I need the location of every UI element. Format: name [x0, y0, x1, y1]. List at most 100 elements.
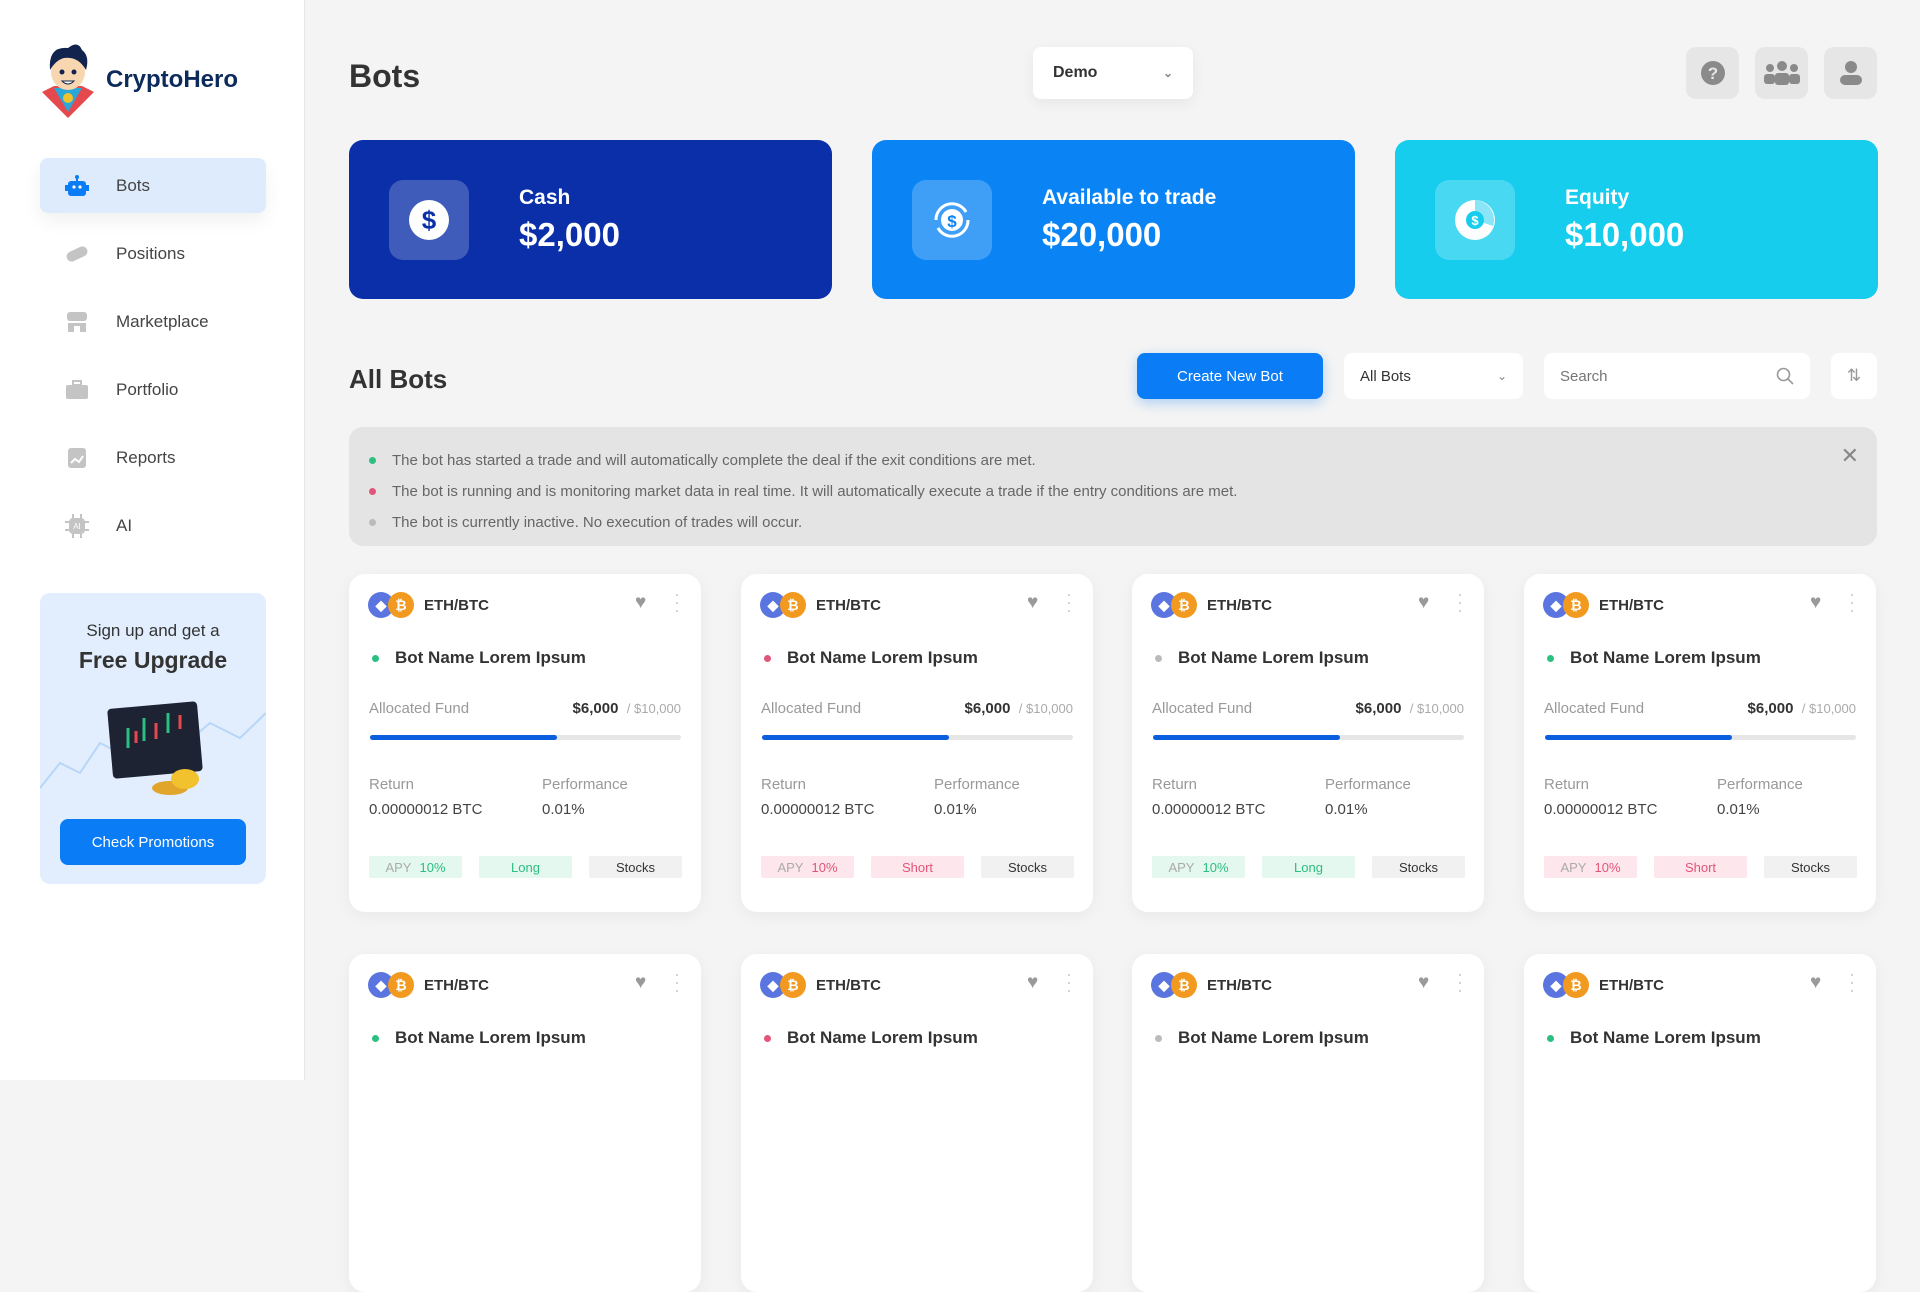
bot-name-text: Bot Name Lorem Ipsum [1178, 1028, 1369, 1047]
bot-card[interactable]: ◆ ₿ ETH/BTC ♥ · · · Bot Name Lorem Ipsum [741, 954, 1093, 1292]
bot-name: Bot Name Lorem Ipsum [764, 1028, 978, 1048]
pair-label: ETH/BTC [816, 596, 881, 614]
bot-name-text: Bot Name Lorem Ipsum [395, 648, 586, 667]
fund-progress-fill [1545, 735, 1732, 740]
heart-icon[interactable]: ♥ [635, 592, 647, 613]
fund-value: $6,000 [964, 700, 1011, 717]
performance-value: 0.01% [934, 801, 977, 818]
status-dot [369, 457, 376, 464]
report-icon [64, 447, 90, 469]
sidebar-item-ai[interactable]: AI AI [40, 498, 266, 553]
more-vertical-icon[interactable]: · · · [1457, 964, 1463, 1000]
performance-value: 0.01% [1325, 801, 1368, 818]
fund-value: $6,000 [572, 700, 619, 717]
svg-text:$: $ [422, 205, 437, 235]
heart-icon[interactable]: ♥ [1418, 592, 1430, 613]
market-tag: Stocks [1764, 856, 1857, 878]
robot-icon [64, 174, 90, 197]
return-label: Return [369, 776, 415, 793]
allocated-fund: Allocated Fund $6,000 / $10,000 [761, 700, 1073, 717]
profile-button[interactable] [1824, 47, 1877, 99]
search-icon[interactable] [1776, 367, 1794, 385]
fund-progress-fill [1153, 735, 1340, 740]
heart-icon[interactable]: ♥ [635, 972, 647, 993]
more-vertical-icon[interactable]: · · · [1849, 584, 1855, 620]
side-tag: Short [1654, 856, 1747, 878]
heart-icon[interactable]: ♥ [1027, 592, 1039, 613]
briefcase-icon [64, 379, 90, 401]
account-select[interactable]: Demo ⌄ [1033, 47, 1193, 99]
sidebar: CryptoHero Bots Positions Marketplace Portf… [0, 0, 305, 1080]
exchange-dollar-icon: $ [912, 179, 992, 260]
stat-value: $20,000 [1042, 215, 1162, 253]
more-vertical-icon[interactable]: · · · [1066, 584, 1072, 620]
heart-icon[interactable]: ♥ [1810, 592, 1822, 613]
bot-card[interactable]: ◆ ₿ ETH/BTC ♥ · · · Bot Name Lorem Ipsum Allo… [349, 574, 701, 912]
status-dot [372, 654, 379, 662]
fund-total: / $10,000 [1409, 701, 1464, 716]
pair-label: ETH/BTC [424, 976, 489, 994]
section-title: All Bots [349, 364, 448, 394]
bot-card[interactable]: ◆ ₿ ETH/BTC ♥ · · · Bot Name Lorem Ipsum Allo… [741, 574, 1093, 912]
bot-card[interactable]: ◆ ₿ ETH/BTC ♥ · · · Bot Name Lorem Ipsum Allo… [1524, 574, 1876, 912]
performance-label: Performance [542, 776, 628, 793]
heart-icon[interactable]: ♥ [1810, 972, 1822, 993]
pair-header: ◆ ₿ ETH/BTC [1151, 592, 1272, 618]
pair-label: ETH/BTC [816, 976, 881, 994]
performance: Performance 0.01% [934, 776, 1020, 818]
sidebar-item-bots[interactable]: Bots [40, 158, 266, 213]
bot-filter-select[interactable]: All Bots ⌄ [1344, 353, 1523, 399]
stat-value: $10,000 [1565, 215, 1685, 253]
apy-tag: APY 10% [1544, 856, 1637, 878]
promo-chart-illustration [40, 701, 266, 795]
more-vertical-icon[interactable]: · · · [1457, 584, 1463, 620]
stat-card-equity: $ Equity $10,000 [1395, 140, 1878, 299]
fund-progress-bar [370, 735, 681, 740]
status-dot [369, 519, 376, 526]
sidebar-item-positions[interactable]: Positions [40, 226, 266, 281]
status-dot [1547, 1034, 1554, 1042]
heart-icon[interactable]: ♥ [1418, 972, 1430, 993]
help-button[interactable]: ? [1686, 47, 1739, 99]
more-vertical-icon[interactable]: · · · [1849, 964, 1855, 1000]
return: Return 0.00000012 BTC [369, 776, 482, 818]
sort-button[interactable]: ⇅ [1831, 353, 1877, 399]
sidebar-item-portfolio[interactable]: Portfolio [40, 362, 266, 417]
bitcoin-icon: ₿ [1563, 972, 1589, 998]
users-group-icon [1763, 61, 1800, 85]
allocated-fund: Allocated Fund $6,000 / $10,000 [369, 700, 681, 717]
sidebar-item-marketplace[interactable]: Marketplace [40, 294, 266, 349]
bot-name-text: Bot Name Lorem Ipsum [395, 1028, 586, 1047]
bot-card[interactable]: ◆ ₿ ETH/BTC ♥ · · · Bot Name Lorem Ipsum [349, 954, 701, 1292]
return-label: Return [1152, 776, 1198, 793]
account-select-value: Demo [1053, 64, 1098, 81]
side-tag: Long [1262, 856, 1355, 878]
bot-card[interactable]: ◆ ₿ ETH/BTC ♥ · · · Bot Name Lorem Ipsum Allo… [1132, 574, 1484, 912]
heart-icon[interactable]: ♥ [1027, 972, 1039, 993]
bot-name: Bot Name Lorem Ipsum [372, 648, 586, 668]
bot-card[interactable]: ◆ ₿ ETH/BTC ♥ · · · Bot Name Lorem Ipsum [1132, 954, 1484, 1292]
close-icon[interactable]: ✕ [1840, 443, 1859, 468]
fund-label: Allocated Fund [1544, 700, 1645, 717]
search-box[interactable] [1544, 353, 1810, 399]
pair-header: ◆ ₿ ETH/BTC [760, 592, 881, 618]
return-label: Return [1544, 776, 1590, 793]
create-new-bot-button[interactable]: Create New Bot [1137, 353, 1323, 399]
pill-icon [64, 243, 90, 265]
community-button[interactable] [1755, 47, 1808, 99]
more-vertical-icon[interactable]: · · · [674, 584, 680, 620]
bot-name: Bot Name Lorem Ipsum [764, 648, 978, 668]
check-promotions-button[interactable]: Check Promotions [60, 819, 246, 865]
bot-card[interactable]: ◆ ₿ ETH/BTC ♥ · · · Bot Name Lorem Ipsum [1524, 954, 1876, 1292]
search-input[interactable] [1560, 367, 1776, 385]
logo[interactable]: CryptoHero [38, 40, 238, 120]
fund-total: / $10,000 [1018, 701, 1073, 716]
sidebar-item-label: Reports [116, 447, 176, 467]
hero-mascot-icon [42, 44, 94, 118]
svg-text:AI: AI [73, 522, 81, 531]
stat-label: Equity [1565, 185, 1630, 209]
more-vertical-icon[interactable]: · · · [1066, 964, 1072, 1000]
more-vertical-icon[interactable]: · · · [674, 964, 680, 1000]
market-tag: Stocks [589, 856, 682, 878]
sidebar-item-reports[interactable]: Reports [40, 430, 266, 485]
